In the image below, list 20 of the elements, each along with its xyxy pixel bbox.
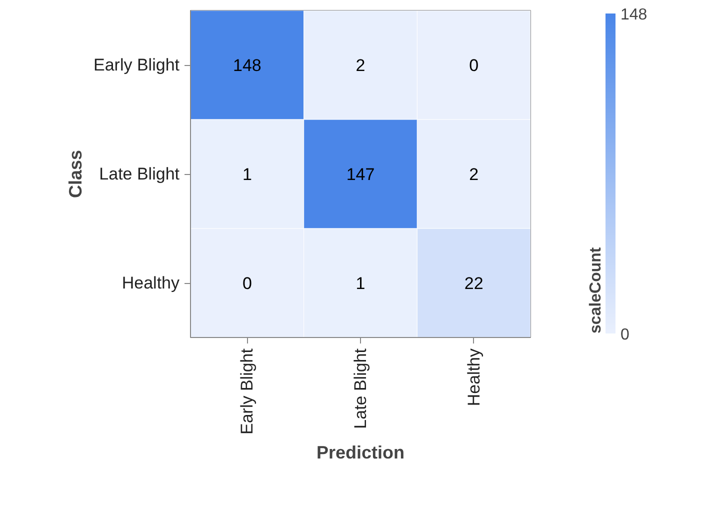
data-label: 22 [464, 274, 484, 293]
data-label: 0 [242, 274, 252, 293]
color-bar-label: 148 [620, 6, 648, 24]
data-label: 147 [346, 165, 375, 184]
data-label: 1 [242, 165, 252, 184]
data-label: 148 [232, 56, 262, 75]
x-tick-label: Early Blight [238, 348, 257, 434]
x-axis-title: Prediction [316, 442, 405, 462]
color-bar-label: 0 [620, 326, 630, 344]
data-label: 2 [469, 165, 479, 184]
y-tick-label: Late Blight [99, 164, 180, 184]
x-tick-label: Healthy [464, 348, 484, 406]
color-bar-title: scaleCount [588, 246, 604, 334]
y-tick-label: Healthy [122, 274, 180, 292]
data-label: 1 [356, 274, 366, 293]
y-axis-title: Class [66, 150, 86, 198]
data-label: 2 [356, 56, 366, 75]
x-tick-label: Late Blight [351, 348, 370, 429]
data-label: 0 [469, 56, 479, 75]
y-tick-label: Early Blight [94, 56, 180, 74]
